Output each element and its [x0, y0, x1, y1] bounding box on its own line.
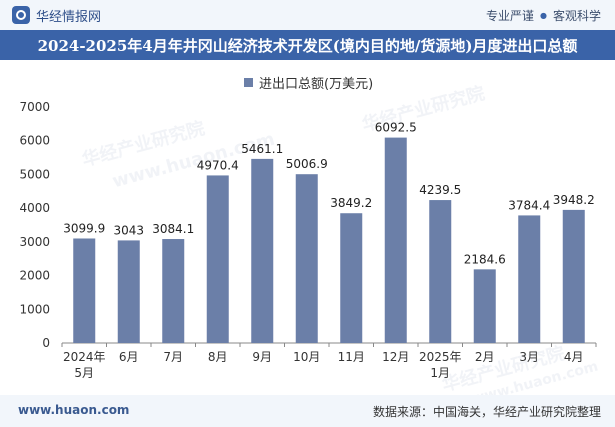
- bar-value-label: 6092.5: [375, 121, 417, 135]
- slogan: 专业严谨 ● 客观科学: [486, 7, 601, 24]
- bar-value-label: 3784.4: [508, 198, 550, 212]
- slogan-tag-2: 客观科学: [552, 9, 601, 23]
- bar-value-label: 4970.4: [197, 158, 239, 172]
- legend-label: 进出口总额(万美元): [259, 77, 374, 92]
- bar-value-label: 3084.1: [152, 222, 194, 236]
- bar: [562, 209, 585, 343]
- bar-value-label: 3099.9: [63, 221, 105, 235]
- bar: [473, 269, 496, 343]
- x-tick-label: 4月: [564, 350, 584, 364]
- bar-value-label: 2184.6: [464, 252, 506, 266]
- y-tick-label: 0: [42, 336, 50, 350]
- y-tick-label: 3000: [19, 235, 50, 249]
- brand: 华经情报网: [12, 5, 101, 25]
- bar-chart: 0 1000 2000 3000 4000 5000 6000 7000 3099.9 2024年…: [19, 100, 597, 380]
- bar-value-label: 3849.2: [330, 196, 372, 210]
- bar: [340, 213, 363, 343]
- y-tick-label: 4000: [19, 201, 50, 215]
- x-tick-label: 8月: [208, 350, 228, 364]
- footer-source: 数据来源：中国海关，华经产业研究院整理: [372, 405, 601, 419]
- logo-icon: [12, 6, 30, 24]
- bar: [295, 174, 318, 343]
- x-tick-label: 1月: [430, 366, 450, 380]
- bar-value-label: 4239.5: [419, 183, 461, 197]
- bar: [384, 137, 407, 343]
- legend: 进出口总额(万美元): [244, 73, 373, 92]
- x-tick-label: 2月: [475, 350, 495, 364]
- footer-website: www.huaon.com: [18, 403, 130, 417]
- x-tick-label: 12月: [382, 350, 409, 364]
- x-tick-label: 5月: [74, 366, 94, 380]
- bar: [206, 175, 229, 343]
- bar-value-label: 3043: [113, 223, 144, 237]
- x-tick-label: 2025年: [419, 350, 462, 364]
- slogan-separator: ●: [540, 11, 547, 20]
- brand-name: 华经情报网: [36, 9, 102, 25]
- x-tick-label: 6月: [119, 350, 139, 364]
- bar: [518, 215, 541, 343]
- bar: [117, 240, 140, 343]
- slogan-tag-1: 专业严谨: [485, 9, 534, 23]
- chart-title: 2024-2025年4月年井冈山经济技术开发区(境内目的地/货源地)月度进出口总…: [0, 30, 615, 60]
- y-tick-label: 5000: [19, 167, 50, 181]
- x-tick-label: 7月: [163, 350, 183, 364]
- top-bar: 华经情报网 专业严谨 ● 客观科学: [0, 0, 615, 30]
- bar: [73, 238, 96, 343]
- x-tick-label: 10月: [293, 350, 320, 364]
- y-tick-label: 2000: [19, 269, 50, 283]
- x-tick-label: 9月: [252, 350, 272, 364]
- x-tick-label: 11月: [338, 350, 365, 364]
- y-tick-label: 7000: [19, 100, 50, 114]
- footer: www.huaon.com 数据来源：中国海关，华经产业研究院整理: [0, 395, 615, 427]
- y-tick-label: 6000: [19, 134, 50, 148]
- x-tick-label: 3月: [519, 350, 539, 364]
- bar-value-label: 3948.2: [553, 193, 595, 207]
- bar-value-label: 5006.9: [286, 157, 328, 171]
- x-tick-label: 2024年: [63, 350, 106, 364]
- bar: [162, 239, 185, 343]
- bar: [251, 158, 274, 343]
- bar-value-label: 5461.1: [241, 142, 283, 156]
- y-tick-label: 1000: [19, 302, 50, 316]
- bar: [429, 200, 452, 343]
- legend-swatch: [244, 78, 253, 87]
